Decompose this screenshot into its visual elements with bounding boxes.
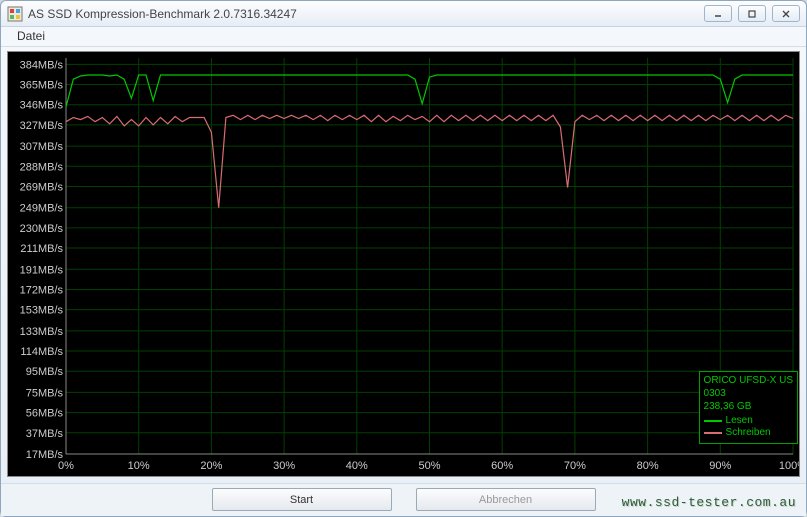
svg-text:288MB/s: 288MB/s — [20, 161, 64, 173]
svg-text:211MB/s: 211MB/s — [20, 243, 63, 255]
button-bar: Start Abbrechen www.ssd-tester.com.au — [1, 483, 806, 516]
window-controls — [704, 5, 800, 22]
svg-text:153MB/s: 153MB/s — [20, 304, 64, 316]
legend-device: ORICO UFSD-X US — [704, 375, 793, 388]
svg-text:0%: 0% — [58, 460, 74, 472]
menubar: Datei — [1, 27, 806, 47]
svg-text:80%: 80% — [637, 460, 659, 472]
legend-swatch — [704, 432, 722, 434]
cancel-button[interactable]: Abbrechen — [416, 488, 596, 511]
svg-text:172MB/s: 172MB/s — [20, 284, 64, 296]
chart-area: 17MB/s37MB/s56MB/s75MB/s95MB/s114MB/s133… — [7, 51, 800, 477]
legend-device-sub: 0303 — [704, 388, 793, 401]
svg-text:56MB/s: 56MB/s — [26, 407, 64, 419]
legend-row: Schreiben — [704, 427, 793, 440]
svg-text:269MB/s: 269MB/s — [20, 181, 64, 193]
svg-text:133MB/s: 133MB/s — [20, 325, 64, 337]
legend: ORICO UFSD-X US 0303 238,36 GB LesenSchr… — [699, 371, 798, 444]
svg-text:70%: 70% — [564, 460, 586, 472]
svg-text:249MB/s: 249MB/s — [20, 202, 64, 214]
svg-text:384MB/s: 384MB/s — [20, 59, 64, 71]
svg-text:10%: 10% — [128, 460, 150, 472]
app-window: AS SSD Kompression-Benchmark 2.0.7316.34… — [0, 0, 807, 517]
svg-text:40%: 40% — [346, 460, 368, 472]
window-title: AS SSD Kompression-Benchmark 2.0.7316.34… — [28, 7, 704, 21]
svg-text:230MB/s: 230MB/s — [20, 222, 64, 234]
svg-text:30%: 30% — [273, 460, 295, 472]
svg-text:100%: 100% — [779, 460, 799, 472]
start-button[interactable]: Start — [212, 488, 392, 511]
svg-text:60%: 60% — [491, 460, 513, 472]
titlebar[interactable]: AS SSD Kompression-Benchmark 2.0.7316.34… — [1, 1, 806, 27]
svg-text:307MB/s: 307MB/s — [20, 141, 64, 153]
svg-text:114MB/s: 114MB/s — [20, 346, 63, 358]
svg-text:20%: 20% — [200, 460, 222, 472]
legend-label: Schreiben — [726, 427, 771, 440]
legend-capacity: 238,36 GB — [704, 401, 793, 414]
svg-text:95MB/s: 95MB/s — [26, 366, 64, 378]
svg-text:90%: 90% — [709, 460, 731, 472]
compression-chart: 17MB/s37MB/s56MB/s75MB/s95MB/s114MB/s133… — [8, 52, 799, 476]
menu-file[interactable]: Datei — [9, 27, 53, 45]
svg-text:365MB/s: 365MB/s — [20, 79, 64, 91]
svg-text:191MB/s: 191MB/s — [20, 264, 64, 276]
maximize-button[interactable] — [738, 5, 766, 22]
svg-text:37MB/s: 37MB/s — [26, 427, 64, 439]
svg-text:50%: 50% — [418, 460, 440, 472]
svg-text:75MB/s: 75MB/s — [26, 387, 64, 399]
watermark: www.ssd-tester.com.au — [622, 495, 796, 510]
close-button[interactable] — [772, 5, 800, 22]
svg-text:327MB/s: 327MB/s — [20, 119, 64, 131]
legend-label: Lesen — [726, 415, 753, 428]
app-icon — [7, 6, 23, 22]
legend-row: Lesen — [704, 415, 793, 428]
legend-swatch — [704, 420, 722, 422]
svg-text:346MB/s: 346MB/s — [20, 99, 64, 111]
minimize-button[interactable] — [704, 5, 732, 22]
